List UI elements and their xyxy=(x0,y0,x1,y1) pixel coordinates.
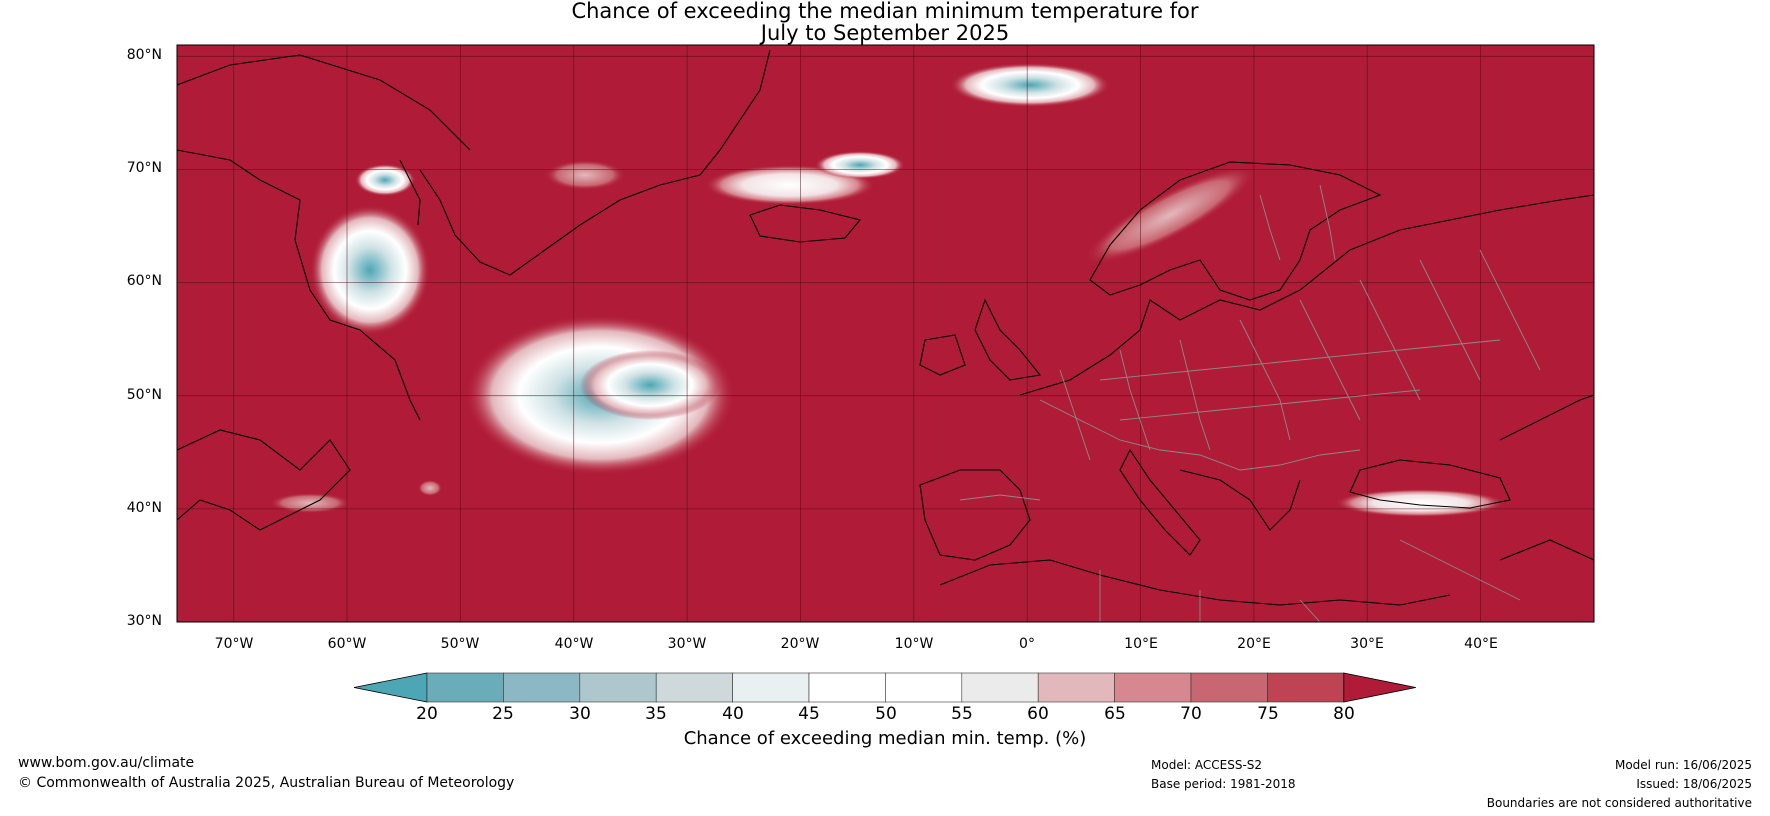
lon-label-0: 0° xyxy=(1019,636,1035,652)
colorbar-extend-low xyxy=(353,672,428,703)
lat-label-80n: 80°N xyxy=(126,47,162,63)
coastlines xyxy=(177,49,1594,606)
colorbar-tick-label: 75 xyxy=(1257,704,1279,724)
colorbar-tick-label: 30 xyxy=(569,704,591,724)
colorbar-segment xyxy=(426,672,504,703)
patch-labrador xyxy=(310,205,430,335)
copyright-text: © Commonwealth of Australia 2025, Austra… xyxy=(18,775,515,791)
disclaimer-text: Boundaries are not considered authoritat… xyxy=(1486,796,1752,810)
colorbar-tick-label: 55 xyxy=(951,704,973,724)
patch-greenland-sea xyxy=(950,63,1110,107)
black-sea-coast xyxy=(1349,459,1511,509)
colorbar-segment xyxy=(1190,672,1268,703)
model-text: Model: ACCESS-S2 xyxy=(1151,758,1263,772)
colorbar-segment xyxy=(732,672,810,703)
colorbar-extend-high xyxy=(1343,672,1416,703)
country-borders xyxy=(959,184,1541,622)
colorbar-title: Chance of exceeding median min. temp. (%… xyxy=(683,728,1087,749)
colorbar-tick-label: 35 xyxy=(645,704,667,724)
gridlines xyxy=(177,45,1594,622)
lon-label-20w: 20°W xyxy=(780,636,820,652)
colorbar-tick-label: 20 xyxy=(416,704,438,724)
colorbar xyxy=(353,672,1416,703)
lon-label-50w: 50°W xyxy=(440,636,480,652)
lat-label-40n: 40°N xyxy=(126,500,162,516)
colorbar-tick-label: 25 xyxy=(492,704,514,724)
lat-label-50n: 50°N xyxy=(126,387,162,403)
colorbar-tick-label: 60 xyxy=(1027,704,1049,724)
anomaly-patches xyxy=(270,63,1505,517)
colorbar-tick-label: 65 xyxy=(1104,704,1126,724)
base-period-text: Base period: 1981-2018 xyxy=(1151,777,1296,791)
colorbar-tick-label: 40 xyxy=(722,704,744,724)
map-title-line2: July to September 2025 xyxy=(760,21,1010,45)
north-america-coast xyxy=(177,149,421,421)
lat-label-70n: 70°N xyxy=(126,160,162,176)
iceland-coast xyxy=(749,204,861,243)
lat-label-30n: 30°N xyxy=(126,613,162,629)
greenland-coast xyxy=(419,49,771,276)
scandinavia-coast xyxy=(1089,161,1382,301)
colorbar-segment xyxy=(961,672,1039,703)
italy-coast xyxy=(1119,448,1201,556)
patch-black-sea xyxy=(1335,489,1505,517)
lon-label-30w: 30°W xyxy=(667,636,707,652)
lon-label-30e: 30°E xyxy=(1350,636,1384,652)
colorbar-segment xyxy=(655,672,733,703)
lon-label-40w: 40°W xyxy=(554,636,594,652)
colorbar-segment xyxy=(503,672,581,703)
colorbar-tick-label: 45 xyxy=(798,704,820,724)
issued-text: Issued: 18/06/2025 xyxy=(1636,777,1752,791)
colorbar-segment xyxy=(808,672,886,703)
lon-label-70w: 70°W xyxy=(214,636,254,652)
lon-label-60w: 60°W xyxy=(327,636,367,652)
balkan-coast xyxy=(1179,469,1301,531)
map-title-line1: Chance of exceeding the median minimum t… xyxy=(571,0,1199,23)
lon-label-10e: 10°E xyxy=(1124,636,1158,652)
lon-label-40e: 40°E xyxy=(1464,636,1498,652)
colorbar-tick-label: 70 xyxy=(1180,704,1202,724)
colorbar-segment xyxy=(885,672,963,703)
colorbar-segment xyxy=(1114,672,1192,703)
map-background xyxy=(177,45,1594,622)
colorbar-tick-label: 50 xyxy=(875,704,897,724)
europe-coast xyxy=(1019,194,1594,396)
lon-label-10w: 10°W xyxy=(894,636,934,652)
patch-scandinavia xyxy=(1085,166,1255,264)
colorbar-segment xyxy=(1037,672,1115,703)
colorbar-segment xyxy=(579,672,657,703)
lat-label-60n: 60°N xyxy=(126,273,162,289)
model-run-text: Model run: 16/06/2025 xyxy=(1614,758,1752,772)
iberia-coast xyxy=(919,469,1031,561)
britain-coast xyxy=(974,298,1042,381)
lon-label-20e: 20°E xyxy=(1237,636,1271,652)
mediterranean-south xyxy=(939,559,1451,606)
website-link[interactable]: www.bom.gov.au/climate xyxy=(18,755,195,771)
colorbar-segment xyxy=(1267,672,1345,703)
colorbar-tick-label: 80 xyxy=(1333,704,1355,724)
map-frame xyxy=(176,44,1595,623)
